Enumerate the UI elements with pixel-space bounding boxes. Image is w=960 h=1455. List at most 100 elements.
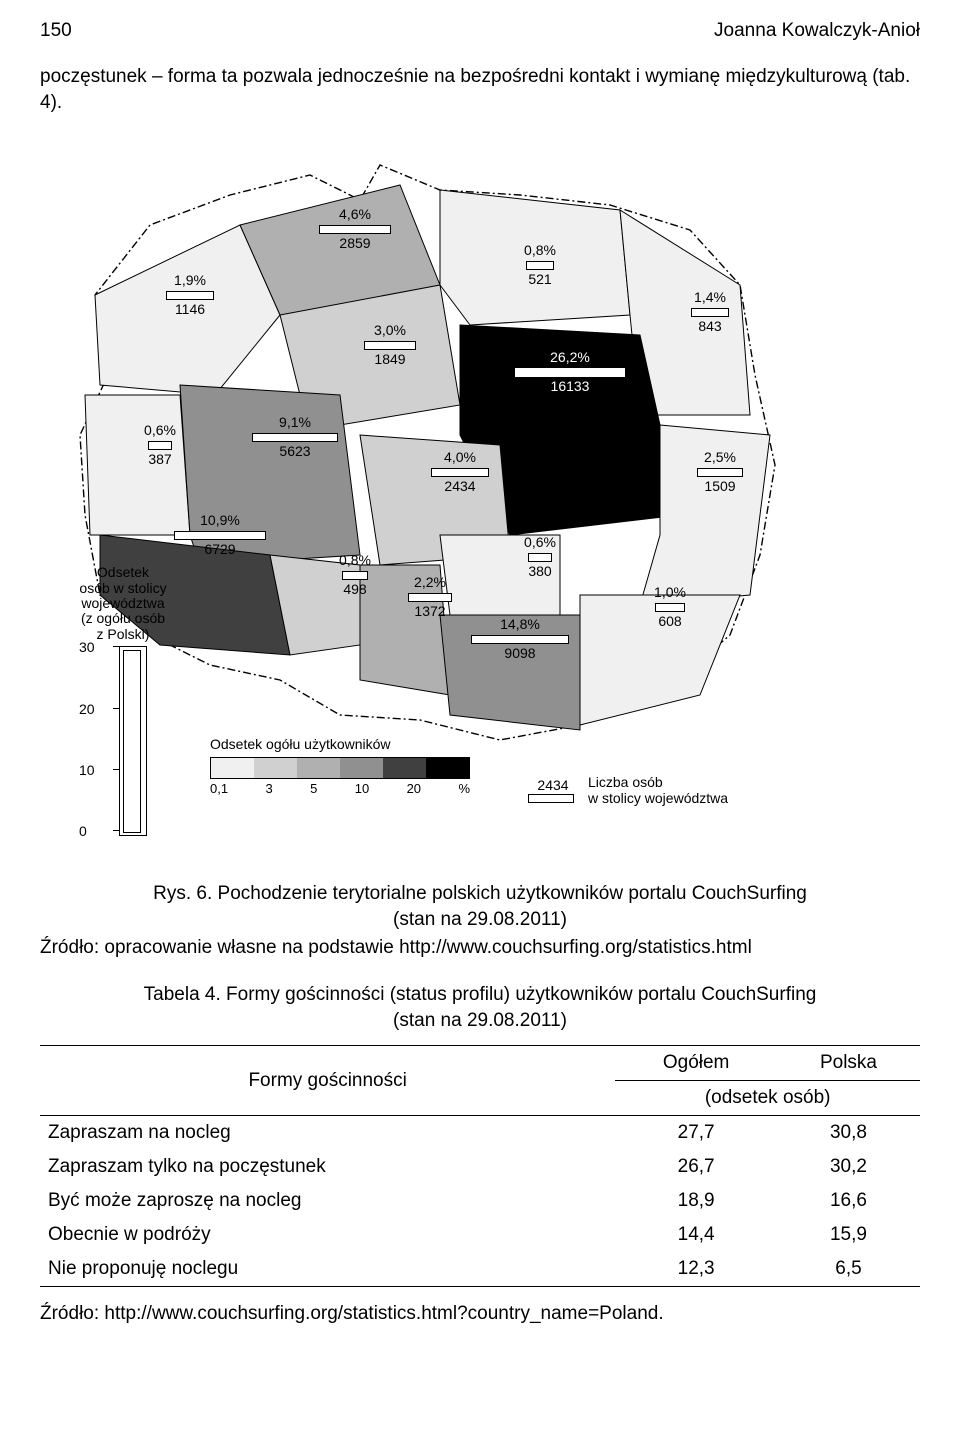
region-bar xyxy=(342,571,368,580)
scale-legend: Odsetekosób w stolicywojewództwa(z ogółu… xyxy=(58,565,188,836)
region-label-mazowieckie: 26,2% 16133 xyxy=(510,350,630,394)
region-label-dolnoslaskie: 10,9%6729 xyxy=(160,513,280,557)
region-pct: 0,6% xyxy=(480,535,600,550)
intro-paragraph: poczęstunek – forma ta pozwala jednocześ… xyxy=(40,64,920,115)
row-label: Zapraszam na nocleg xyxy=(40,1116,615,1151)
scale-tick: 10 xyxy=(79,762,95,778)
region-count: 16133 xyxy=(510,379,630,394)
region-label-malopolskie: 14,8% 9098 xyxy=(460,617,580,661)
region-count: 2434 xyxy=(400,479,520,494)
region-pct: 1,4% xyxy=(650,290,770,305)
region-pct: 2,2% xyxy=(370,575,490,590)
region-bar xyxy=(319,225,391,234)
scale-title-line: Odsetek xyxy=(58,565,188,580)
region-count: 5623 xyxy=(235,444,355,459)
row-label: Być może zaproszę na nocleg xyxy=(40,1184,615,1218)
region-pct: 4,6% xyxy=(295,207,415,222)
gradient-cell xyxy=(254,758,297,778)
figure-source: Źródło: opracowanie własne na podstawie … xyxy=(40,935,920,961)
scale-title-line: z Polski) xyxy=(58,627,188,642)
table-source: Źródło: http://www.couchsurfing.org/stat… xyxy=(40,1303,920,1325)
scale-title-line: osób w stolicy xyxy=(58,581,188,596)
region-bar xyxy=(528,553,552,562)
region-count: 9098 xyxy=(460,646,580,661)
row-label: Zapraszam tylko na poczęstunek xyxy=(40,1150,615,1184)
gradient-tick: 3 xyxy=(265,781,272,796)
region-count: 2859 xyxy=(295,236,415,251)
count-legend-line: w stolicy województwa xyxy=(588,791,728,806)
scale-tick: 30 xyxy=(79,639,95,655)
poland-map-figure: 1,9%1146 4,6% 2859 0,8%521 1,4% 843 3,0% 1849 26… xyxy=(40,135,920,855)
region-label-podkarpackie: 1,0% 608 xyxy=(610,585,730,629)
row-total: 18,9 xyxy=(615,1184,777,1218)
row-total: 12,3 xyxy=(615,1252,777,1287)
region-count: 843 xyxy=(650,319,770,334)
region-pct: 1,0% xyxy=(610,585,730,600)
gradient-tick: 20 xyxy=(407,781,421,796)
region-label-lubuskie: 0,6% 387 xyxy=(100,423,220,467)
table-header-total: Ogółem xyxy=(615,1046,777,1081)
region-pct: 0,8% xyxy=(480,243,600,258)
region-bar xyxy=(655,603,685,612)
table-row: Zapraszam tylko na poczęstunek26,730,2 xyxy=(40,1150,920,1184)
page-number: 150 xyxy=(40,20,72,42)
region-count: 1849 xyxy=(330,352,450,367)
region-bar xyxy=(526,261,554,270)
table-caption: Tabela 4. Formy gościnności (status prof… xyxy=(40,982,920,1033)
region-pct: 3,0% xyxy=(330,323,450,338)
region-bar xyxy=(166,291,214,300)
count-legend: 2434 Liczba osóbw stolicy województwa xyxy=(528,775,788,806)
region-pct: 4,0% xyxy=(400,450,520,465)
region-bar xyxy=(431,468,489,477)
row-poland: 30,2 xyxy=(777,1150,920,1184)
count-legend-value: 2434 xyxy=(528,778,578,793)
region-label-warminsko-mazurskie: 0,8%521 xyxy=(480,243,600,287)
row-poland: 15,9 xyxy=(777,1218,920,1252)
region-label-kujawsko-pomorskie: 3,0% 1849 xyxy=(330,323,450,367)
gradient-legend: Odsetek ogółu użytkowników 0,1351020% xyxy=(210,737,470,795)
region-bar xyxy=(697,468,743,477)
table-caption-title: Tabela 4. Formy gościnności (status prof… xyxy=(144,984,817,1005)
gradient-tick: 5 xyxy=(310,781,317,796)
gradient-tick: 0,1 xyxy=(210,781,228,796)
region-bar xyxy=(515,368,625,377)
row-label: Obecnie w podróży xyxy=(40,1218,615,1252)
table-caption-subtitle: (stan na 29.08.2011) xyxy=(393,1010,567,1031)
table-subheader: (odsetek osób) xyxy=(615,1081,920,1116)
region-pct: 2,5% xyxy=(660,450,780,465)
region-label-zachodniopomorskie: 1,9%1146 xyxy=(130,273,250,317)
gradient-tick: 10 xyxy=(355,781,369,796)
region-pct: 10,9% xyxy=(160,513,280,528)
gradient-cell xyxy=(383,758,426,778)
region-pct: 0,6% xyxy=(100,423,220,438)
region-pct: 1,9% xyxy=(130,273,250,288)
region-pct: 26,2% xyxy=(510,350,630,365)
row-total: 14,4 xyxy=(615,1218,777,1252)
table-row: Obecnie w podróży14,415,9 xyxy=(40,1218,920,1252)
region-label-pomorskie: 4,6% 2859 xyxy=(295,207,415,251)
region-count: 608 xyxy=(610,614,730,629)
region-label-wielkopolskie: 9,1%5623 xyxy=(235,415,355,459)
region-bar xyxy=(148,441,172,450)
table-row: Być może zaproszę na nocleg18,916,6 xyxy=(40,1184,920,1218)
region-bar xyxy=(471,635,569,644)
gradient-cell xyxy=(426,758,469,778)
gradient-tick: % xyxy=(458,781,470,796)
row-poland: 16,6 xyxy=(777,1184,920,1218)
region-pct: 0,8% xyxy=(295,553,415,568)
region-pct: 14,8% xyxy=(460,617,580,632)
row-total: 27,7 xyxy=(615,1116,777,1151)
gradient-cell xyxy=(297,758,340,778)
row-total: 26,7 xyxy=(615,1150,777,1184)
table-header-poland: Polska xyxy=(777,1046,920,1081)
gradient-cell xyxy=(211,758,254,778)
region-bar xyxy=(252,433,338,442)
scale-title-line: (z ogółu osób xyxy=(58,611,188,626)
region-label-slaskie: 2,2%1372 xyxy=(370,575,490,619)
region-count: 387 xyxy=(100,452,220,467)
author-name: Joanna Kowalczyk-Anioł xyxy=(714,20,920,42)
figure-caption-subtitle: (stan na 29.08.2011) xyxy=(393,909,567,930)
region-count: 1509 xyxy=(660,479,780,494)
count-legend-line: Liczba osób xyxy=(588,775,728,790)
scale-tick: 20 xyxy=(79,701,95,717)
